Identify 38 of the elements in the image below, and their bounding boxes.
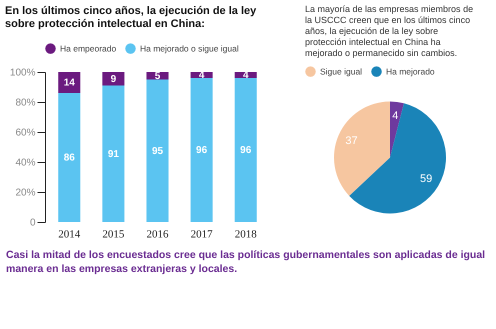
bar: [146, 80, 169, 222]
data-label: 95: [152, 146, 164, 157]
data-label: 91: [108, 148, 120, 160]
y-tick-label: 60%: [15, 128, 36, 138]
data-label: 5: [154, 70, 161, 82]
x-tick-label: 2016: [146, 228, 169, 240]
pie-slice: [334, 102, 390, 196]
y-tick-label: 20%: [15, 188, 36, 198]
data-label: 4: [392, 110, 398, 122]
bar: [190, 78, 213, 222]
bar: [102, 72, 124, 86]
data-label: 86: [64, 152, 76, 164]
x-tick-label: 2015: [102, 228, 125, 240]
y-tick-label: 80%: [15, 98, 36, 108]
x-tick-label: 2014: [58, 228, 81, 240]
data-label: 37: [345, 134, 358, 147]
data-label: 9: [110, 74, 117, 85]
bar: [58, 93, 80, 222]
chart-title: La mayoría de las empresas miembros de la USCCC creen que en los últimos cinco años, la ejecución de la ley sobre protección intelectual en China ha mejorado o permanecido sin cambios.: [305, 4, 474, 58]
y-tick-label: 100%: [10, 68, 36, 78]
data-label: 14: [64, 78, 76, 88]
legend-label: Ha mejorado: [386, 66, 435, 77]
data-label: 59: [420, 172, 432, 185]
data-label: 96: [240, 145, 252, 156]
bar: [58, 72, 80, 93]
x-tick-label: 2017: [190, 228, 214, 240]
y-tick-label: 0: [30, 218, 36, 228]
pie-slice: [390, 102, 404, 158]
legend-label: Sigue igual: [320, 66, 362, 77]
data-label: 96: [196, 145, 208, 156]
x-tick-label: 2018: [234, 228, 258, 240]
bar: [102, 86, 124, 222]
text: Casi la mitad de los encuestados cree que las políticas gubernamentales son aplicadas de igual manera en las empresas extranjeras y locales.: [6, 248, 486, 276]
legend-label: Ha mejorado o sigue igual: [140, 44, 239, 54]
y-tick-label: 40%: [15, 158, 36, 168]
bar: [234, 78, 257, 222]
legend-label: Ha empeorado: [60, 44, 116, 54]
chart-title: En los últimos cinco años, la ejecución de la ley sobre protección intelectual en China:: [5, 5, 258, 30]
